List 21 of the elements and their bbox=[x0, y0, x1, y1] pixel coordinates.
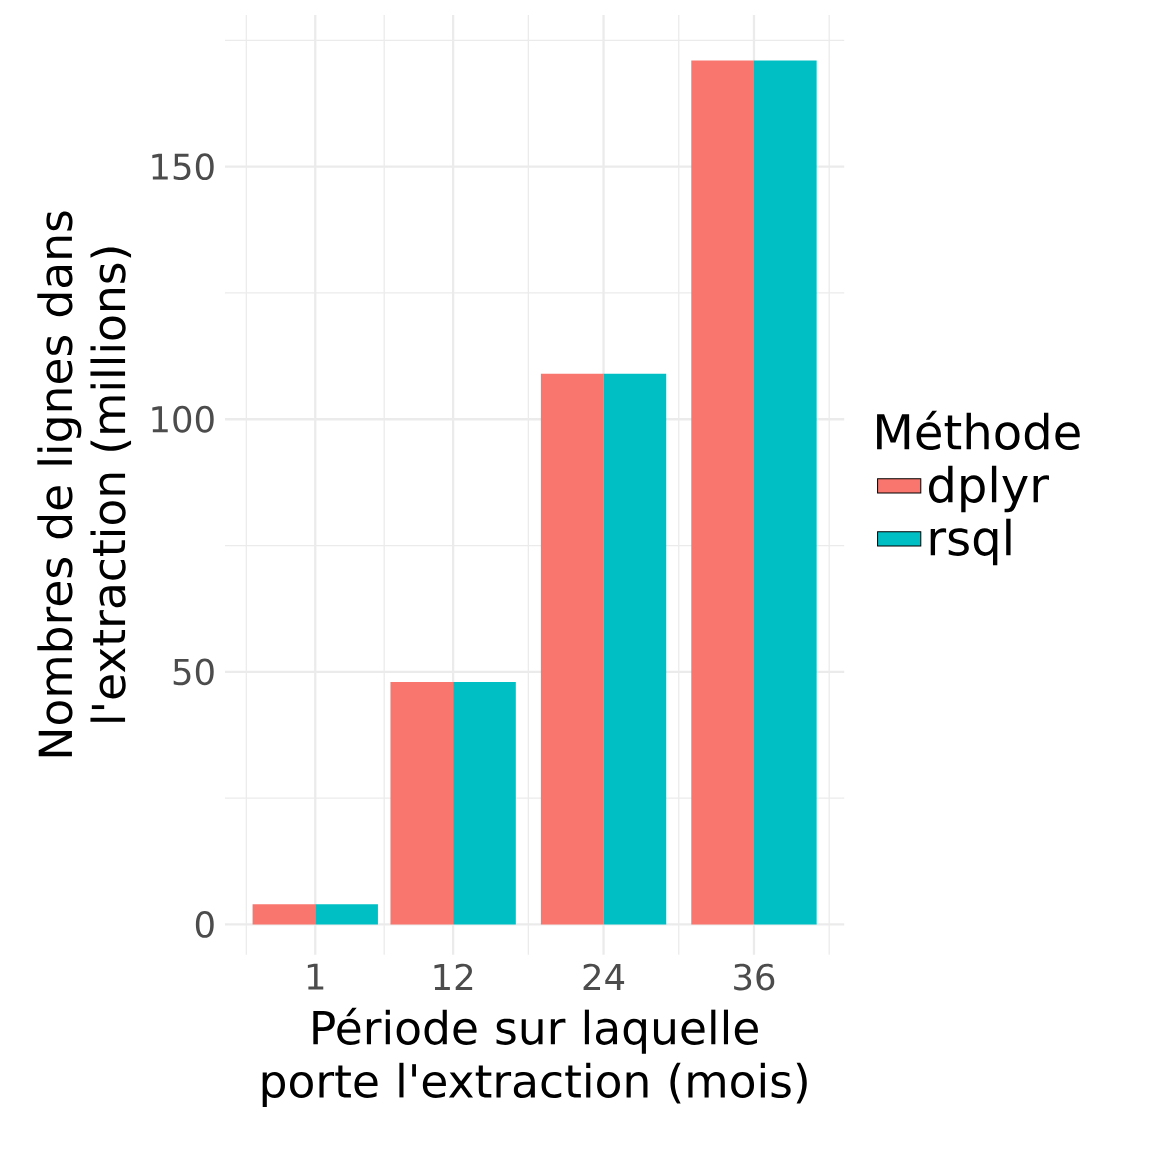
bar bbox=[453, 681, 516, 925]
x-tick-label: 24 bbox=[583, 963, 625, 990]
y-tick-label: 150 bbox=[152, 153, 214, 181]
x-tick-label: 1 bbox=[307, 963, 324, 990]
y-tick-label: 50 bbox=[173, 658, 214, 686]
x-axis-title: Période sur laquelle porte l'extraction (mois) bbox=[262, 1007, 807, 1107]
bar bbox=[603, 373, 667, 925]
bar bbox=[390, 681, 454, 925]
legend-title: Méthode bbox=[877, 410, 1080, 450]
x-tick-label: 36 bbox=[734, 963, 775, 991]
y-tick-label: 0 bbox=[195, 910, 214, 938]
x-tick-label: 12 bbox=[434, 963, 473, 990]
legend-label: rsql bbox=[930, 518, 1011, 566]
bar bbox=[252, 904, 316, 925]
legend-label: dplyr bbox=[929, 465, 1050, 513]
bar bbox=[540, 373, 604, 925]
bar bbox=[691, 60, 754, 925]
y-tick-label: 100 bbox=[152, 405, 214, 433]
bar bbox=[315, 904, 378, 925]
y-axis-title: Nombres de lignes dans l'extraction (millions) bbox=[37, 211, 132, 757]
bar bbox=[753, 60, 817, 925]
